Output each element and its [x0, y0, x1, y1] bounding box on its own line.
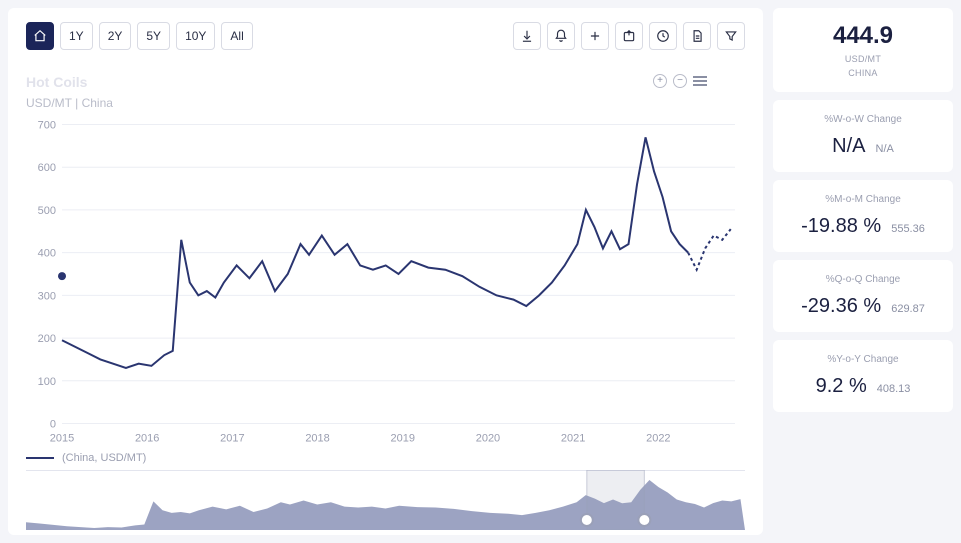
svg-text:2016: 2016: [135, 433, 159, 445]
yoy-label: %Y-o-Y Change: [785, 354, 941, 365]
svg-text:200: 200: [38, 333, 56, 345]
svg-text:2020: 2020: [476, 433, 500, 445]
download-icon: [520, 29, 534, 43]
qoq-change-card: %Q-o-Q Change -29.36 % 629.87: [773, 260, 953, 332]
svg-text:500: 500: [38, 205, 56, 217]
range-2y-button[interactable]: 2Y: [99, 22, 132, 50]
action-button-group: [513, 22, 745, 50]
svg-text:2021: 2021: [561, 433, 585, 445]
range-all-button[interactable]: All: [221, 22, 252, 50]
commodity-detail: USD/MT | China: [26, 96, 745, 110]
chart-subtitle: Hot Coils USD/MT | China + −: [26, 74, 745, 110]
brush-area[interactable]: [26, 470, 745, 530]
chart-menu-icon[interactable]: [693, 74, 707, 88]
clock-icon: [656, 29, 670, 43]
svg-text:100: 100: [38, 376, 56, 388]
yoy-change-card: %Y-o-Y Change 9.2 % 408.13: [773, 340, 953, 412]
qoq-value: -29.36 %: [801, 295, 881, 318]
filter-icon: [724, 29, 738, 43]
filter-button[interactable]: [717, 22, 745, 50]
side-panel: 444.9 USD/MT CHINA %W-o-W Change N/A N/A…: [773, 8, 953, 535]
brush-chart: [26, 470, 745, 530]
zoom-out-icon[interactable]: −: [673, 74, 687, 88]
svg-text:2018: 2018: [305, 433, 329, 445]
svg-text:2019: 2019: [391, 433, 415, 445]
file-icon: [690, 29, 704, 43]
history-button[interactable]: [649, 22, 677, 50]
legend-swatch: [26, 457, 54, 459]
svg-text:300: 300: [38, 290, 56, 302]
range-1y-button[interactable]: 1Y: [60, 22, 93, 50]
add-button[interactable]: [581, 22, 609, 50]
svg-text:400: 400: [38, 248, 56, 260]
svg-text:600: 600: [38, 162, 56, 174]
svg-text:2022: 2022: [646, 433, 670, 445]
yoy-value: 9.2 %: [816, 375, 867, 398]
chart-legend: (China, USD/MT): [26, 452, 745, 464]
range-button-group: 1Y 2Y 5Y 10Y All: [26, 22, 253, 50]
legend-label: (China, USD/MT): [62, 452, 146, 464]
svg-text:2017: 2017: [220, 433, 244, 445]
mom-label: %M-o-M Change: [785, 194, 941, 205]
plus-icon: [588, 29, 602, 43]
alert-button[interactable]: [547, 22, 575, 50]
chart-area: 0 100 200 300 400 500 600 700 2015 2016 2017 2018 20…: [26, 114, 745, 448]
wow-label: %W-o-W Change: [785, 114, 941, 125]
qoq-ref: 629.87: [891, 303, 925, 315]
bell-icon: [554, 29, 568, 43]
wow-ref: N/A: [876, 143, 894, 155]
export-button[interactable]: [615, 22, 643, 50]
svg-text:0: 0: [50, 419, 56, 431]
svg-text:2015: 2015: [50, 433, 74, 445]
download-button[interactable]: [513, 22, 541, 50]
commodity-title: Hot Coils: [26, 74, 745, 90]
price-unit: USD/MT: [785, 54, 941, 64]
current-price: 444.9: [785, 22, 941, 50]
svg-text:700: 700: [38, 120, 56, 132]
chart-mini-controls: + −: [653, 74, 707, 88]
yoy-ref: 408.13: [877, 383, 911, 395]
wow-value: N/A: [832, 135, 865, 158]
toolbar: 1Y 2Y 5Y 10Y All: [26, 22, 745, 50]
share-icon: [622, 29, 636, 43]
price-region: CHINA: [785, 68, 941, 78]
line-chart: 0 100 200 300 400 500 600 700 2015 2016 2017 2018 20…: [26, 114, 745, 448]
home-icon: [33, 29, 47, 43]
mom-ref: 555.36: [891, 223, 925, 235]
qoq-label: %Q-o-Q Change: [785, 274, 941, 285]
wow-change-card: %W-o-W Change N/A N/A: [773, 100, 953, 172]
zoom-in-icon[interactable]: +: [653, 74, 667, 88]
range-10y-button[interactable]: 10Y: [176, 22, 215, 50]
document-button[interactable]: [683, 22, 711, 50]
main-chart-panel: 1Y 2Y 5Y 10Y All Hot Coils USD/MT | Chin…: [8, 8, 763, 535]
mom-value: -19.88 %: [801, 215, 881, 238]
price-summary-card: 444.9 USD/MT CHINA: [773, 8, 953, 92]
range-5y-button[interactable]: 5Y: [137, 22, 170, 50]
mom-change-card: %M-o-M Change -19.88 % 555.36: [773, 180, 953, 252]
home-button[interactable]: [26, 22, 54, 50]
